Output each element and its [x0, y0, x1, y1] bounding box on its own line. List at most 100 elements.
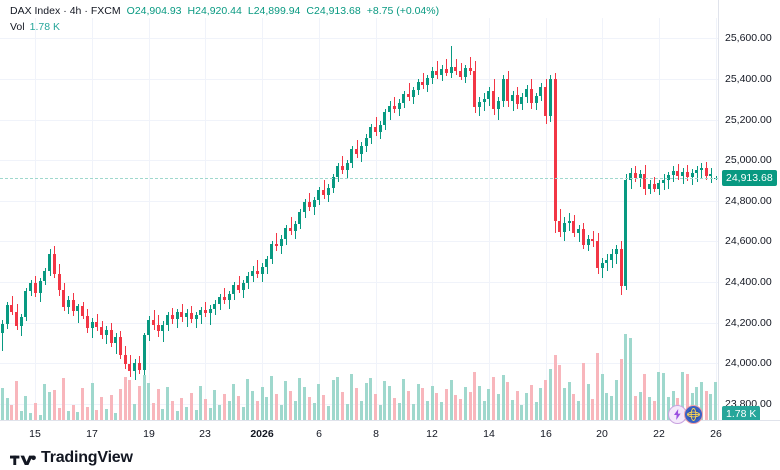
candle-body — [24, 291, 28, 318]
candle-body — [411, 90, 415, 98]
candle-body — [180, 312, 184, 318]
candle-body — [241, 282, 245, 291]
high-label: H — [187, 5, 196, 17]
candle-body — [425, 77, 429, 85]
time-axis[interactable]: 15 17 19 23 2026 6 8 12 14 16 20 22 26 — [0, 420, 780, 447]
volume-label[interactable]: Vol — [10, 21, 25, 33]
volume-bar — [454, 394, 458, 420]
candle-wick — [229, 291, 230, 310]
candle-wick — [470, 56, 471, 75]
volume-bar — [62, 378, 66, 420]
volume-bar — [5, 397, 9, 420]
volume-bar — [591, 398, 595, 420]
candle-body — [397, 103, 401, 110]
volume-bar — [383, 381, 387, 420]
time-axis-tick: 16 — [540, 428, 552, 440]
volume-bar — [38, 414, 42, 420]
price-axis[interactable]: 25,600.00 25,400.00 25,200.00 25,000.00 24,8… — [718, 0, 780, 437]
price-axis-tick: 25,400.00 — [725, 72, 772, 85]
volume-bar — [402, 378, 406, 420]
candle-wick — [437, 60, 438, 79]
candle-wick — [92, 318, 93, 338]
volume-bar — [76, 412, 80, 420]
volume-bar — [562, 388, 566, 420]
volume-bar — [501, 374, 505, 420]
volume-bar — [544, 379, 548, 420]
candle-wick — [484, 93, 485, 112]
volume-bar — [180, 397, 184, 420]
volume-bar — [274, 393, 278, 420]
volume-bar — [425, 401, 429, 420]
price-axis-tick: 24,000.00 — [725, 357, 772, 370]
lightning-bolt-glyph — [674, 409, 681, 420]
candle-body — [189, 313, 193, 320]
volume-bar — [553, 354, 557, 420]
candle-body — [511, 95, 515, 102]
candle-wick — [205, 302, 206, 318]
candle-body — [208, 309, 212, 314]
current-price-line — [0, 177, 718, 179]
candle-body — [331, 177, 335, 188]
volume-bar — [57, 408, 61, 420]
exchange-label[interactable]: FXCM — [90, 5, 121, 17]
volume-bar — [468, 391, 472, 420]
time-axis-tick: 12 — [426, 428, 438, 440]
volume-bar — [681, 371, 685, 420]
volume-bar — [199, 386, 203, 420]
volume-bar — [48, 391, 52, 420]
volume-bar — [572, 393, 576, 420]
candle-body — [704, 168, 708, 177]
candle-body — [496, 101, 500, 110]
gridline-vertical — [149, 18, 150, 420]
candle-body — [629, 173, 633, 181]
volume-bar — [515, 390, 519, 420]
globe-glyph — [687, 408, 700, 421]
candle-body — [170, 315, 174, 320]
close-label: C — [306, 5, 314, 17]
candle-wick — [446, 58, 447, 76]
candle-body — [227, 294, 231, 301]
volume-bar — [43, 384, 47, 420]
time-axis-tick: 8 — [373, 428, 379, 440]
lightning-bolt-icon[interactable] — [668, 405, 687, 424]
candle-body — [539, 87, 543, 97]
volume-bar — [355, 388, 359, 420]
low-value: 24,899.94 — [253, 5, 301, 17]
chart-plot-area[interactable] — [0, 18, 718, 420]
volume-bar — [619, 358, 623, 420]
candle-body — [482, 99, 486, 103]
volume-bar — [482, 401, 486, 420]
tradingview-logo[interactable]: TradingView — [10, 449, 133, 467]
volume-bar — [185, 406, 189, 420]
candle-body — [322, 189, 326, 195]
candle-body — [303, 201, 307, 212]
volume-bar — [662, 372, 666, 420]
gridline-vertical — [35, 18, 36, 420]
candle-body — [468, 67, 472, 71]
candle-body — [312, 199, 316, 207]
candle-wick — [239, 275, 240, 294]
candle-body — [19, 317, 23, 326]
candle-body — [246, 275, 250, 283]
volume-bar — [279, 405, 283, 420]
candle-body — [435, 70, 439, 75]
volume-bar — [449, 379, 453, 420]
interval-label[interactable]: 4h — [69, 5, 82, 17]
symbol-name[interactable]: DAX Index — [10, 5, 61, 17]
gridline-vertical — [659, 18, 660, 420]
volume-bar — [416, 384, 420, 420]
candle-body — [562, 223, 566, 233]
candle-body — [166, 315, 170, 325]
volume-bar — [558, 365, 562, 420]
candle-body — [194, 315, 198, 320]
volume-bar — [600, 373, 604, 420]
candle-body — [345, 163, 349, 171]
candle-body — [66, 300, 70, 308]
volume-bar — [581, 363, 585, 420]
volume-value: 1.78 K — [29, 21, 60, 33]
volume-bar — [629, 337, 633, 420]
globe-icon[interactable] — [684, 405, 703, 424]
candle-body — [369, 126, 373, 138]
volume-bar — [633, 395, 637, 420]
candle-body — [681, 172, 685, 177]
